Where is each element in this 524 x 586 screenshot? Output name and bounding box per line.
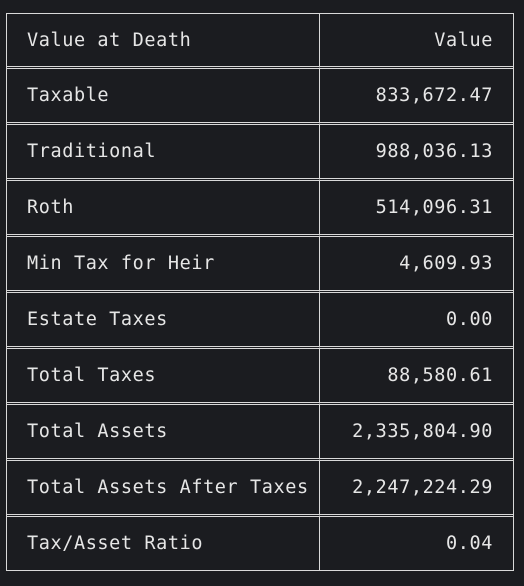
row-label: Total Assets After Taxes xyxy=(7,461,320,517)
row-value: 514,096.31 xyxy=(320,181,513,237)
table-row: Min Tax for Heir 4,609.93 xyxy=(7,237,513,293)
table-header-row: Value at Death Value xyxy=(7,14,513,69)
table-row: Total Taxes 88,580.61 xyxy=(7,349,513,405)
row-label: Total Assets xyxy=(7,405,320,461)
value-at-death-table-container: Value at Death Value Taxable 833,672.47 … xyxy=(6,13,514,571)
row-label: Taxable xyxy=(7,69,320,125)
row-label: Traditional xyxy=(7,125,320,181)
column-header-value: Value xyxy=(320,14,513,69)
row-value: 2,335,804.90 xyxy=(320,405,513,461)
table-row: Tax/Asset Ratio 0.04 xyxy=(7,517,513,570)
row-label: Estate Taxes xyxy=(7,293,320,349)
table-row: Taxable 833,672.47 xyxy=(7,69,513,125)
row-value: 988,036.13 xyxy=(320,125,513,181)
row-label: Min Tax for Heir xyxy=(7,237,320,293)
value-at-death-table: Value at Death Value Taxable 833,672.47 … xyxy=(6,13,514,571)
row-value: 2,247,224.29 xyxy=(320,461,513,517)
row-value: 88,580.61 xyxy=(320,349,513,405)
row-value: 833,672.47 xyxy=(320,69,513,125)
row-label: Total Taxes xyxy=(7,349,320,405)
column-header-label: Value at Death xyxy=(7,14,320,69)
table-row: Total Assets After Taxes 2,247,224.29 xyxy=(7,461,513,517)
table-row: Estate Taxes 0.00 xyxy=(7,293,513,349)
row-label: Roth xyxy=(7,181,320,237)
row-value: 4,609.93 xyxy=(320,237,513,293)
row-label: Tax/Asset Ratio xyxy=(7,517,320,570)
row-value: 0.04 xyxy=(446,533,493,554)
table-row: Total Assets 2,335,804.90 xyxy=(7,405,513,461)
row-value: 0.00 xyxy=(320,293,513,349)
table-row: Traditional 988,036.13 xyxy=(7,125,513,181)
table-row: Roth 514,096.31 xyxy=(7,181,513,237)
